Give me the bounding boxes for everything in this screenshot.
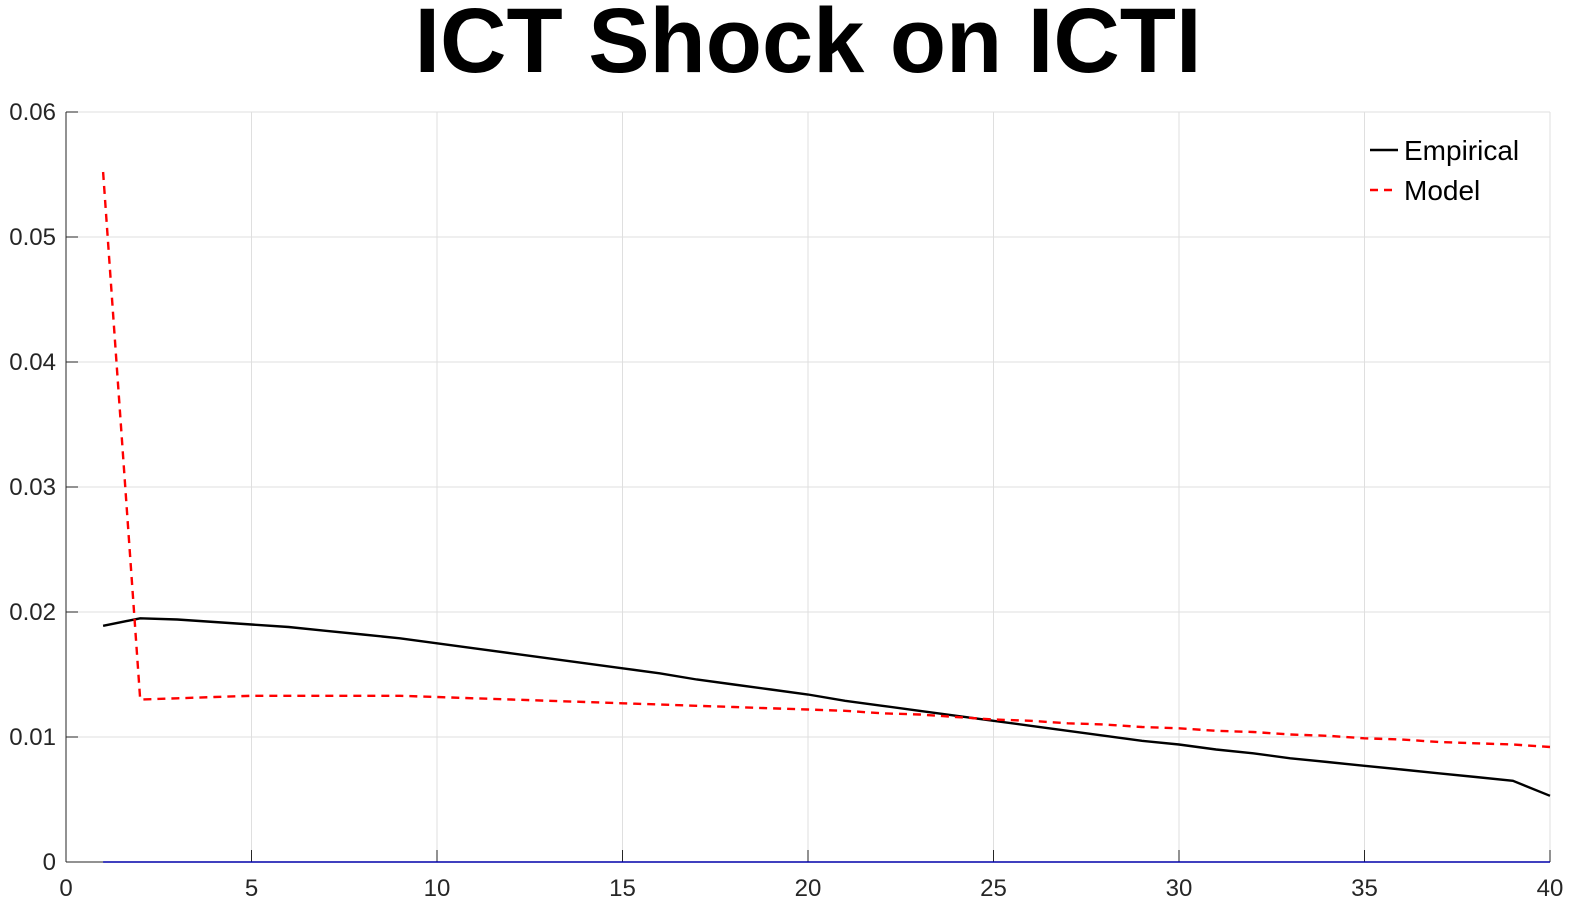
x-tick-label: 20 (795, 875, 822, 902)
legend-label-model: Model (1404, 175, 1480, 206)
legend: Empirical Model (1370, 135, 1519, 206)
x-tick-label: 0 (59, 875, 72, 902)
legend-label-empirical: Empirical (1404, 135, 1519, 166)
chart-title: ICT Shock on ICTI (414, 0, 1201, 92)
y-tick-label: 0.06 (9, 99, 56, 126)
series-lines (101, 171, 1551, 863)
x-tick-label: 25 (980, 875, 1007, 902)
x-tick-label: 10 (424, 875, 451, 902)
y-tick-label: 0.02 (9, 599, 56, 626)
y-tick-label: 0.03 (9, 474, 56, 501)
axes: 0 5 10 15 20 25 30 35 40 0 0.01 0.02 0.03 0.04 0.05 0.0… (9, 99, 1563, 902)
series-line-model (101, 171, 1551, 749)
x-tick-label: 5 (245, 875, 258, 902)
y-tick-label: 0.04 (9, 349, 56, 376)
y-tick-label: 0.01 (9, 724, 56, 751)
grid (65, 111, 1551, 863)
x-tick-label: 30 (1166, 875, 1193, 902)
y-tick-label: 0.05 (9, 224, 56, 251)
x-tick-label: 40 (1537, 875, 1564, 902)
x-tick-label: 15 (609, 875, 636, 902)
y-tick-label: 0 (43, 849, 56, 876)
series-line-empirical (102, 617, 1551, 797)
x-tick-label: 35 (1351, 875, 1378, 902)
